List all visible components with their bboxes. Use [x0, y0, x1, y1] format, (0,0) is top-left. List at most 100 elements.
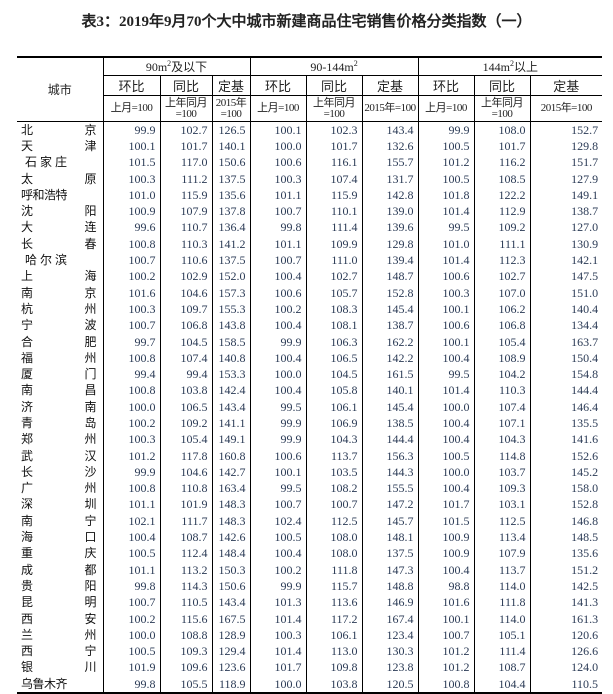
index-value: 103.7	[473, 464, 531, 481]
index-value: 145.4	[361, 301, 419, 318]
index-value: 105.8	[305, 382, 363, 400]
index-value: 100.0	[249, 138, 307, 155]
index-value: 108.7	[159, 529, 212, 546]
index-value: 108.0	[473, 121, 531, 139]
index-value: 115.9	[159, 187, 212, 204]
unit-header: 上月=100	[102, 95, 160, 122]
index-value: 100.1	[102, 138, 160, 155]
index-value: 100.8	[102, 236, 160, 253]
index-value: 143.4	[361, 121, 419, 139]
index-value: 112.5	[473, 513, 531, 530]
index-value: 105.4	[473, 333, 531, 351]
table-row: 南昌 100.8 103.8 142.4 100.4 105.8 140.1 101.4 110…	[17, 382, 603, 400]
index-value: 101.2	[417, 659, 475, 677]
index-value: 102.7	[305, 268, 363, 285]
table-row: 哈尔滨 100.7 110.6 137.5 100.7 111.0 139.4 101.4 11…	[17, 252, 603, 269]
index-value: 158.0	[529, 480, 603, 497]
index-value: 167.5	[211, 610, 251, 628]
table-row: 广州 100.8 110.8 163.4 99.5 108.2 155.5 100.4 109.…	[17, 480, 603, 497]
index-value: 108.8	[159, 627, 212, 644]
index-value: 147.5	[529, 268, 603, 285]
index-value: 100.5	[417, 170, 475, 188]
table-row: 海口 100.4 108.7 142.6 100.5 108.0 148.1 100.9 113…	[17, 529, 603, 546]
index-value: 100.7	[249, 252, 307, 269]
sub-header: 环比	[417, 75, 475, 96]
index-value: 160.8	[211, 447, 251, 465]
sub-header: 同比	[305, 75, 363, 96]
area-group-header: 90m2及以下	[102, 56, 251, 76]
sub-header: 同比	[473, 75, 531, 96]
city-name: 郑州	[21, 432, 97, 447]
index-value: 144.4	[529, 382, 603, 400]
index-value: 148.3	[211, 496, 251, 514]
city-name: 南宁	[21, 513, 97, 528]
sub-header: 定基	[529, 75, 603, 96]
index-value: 130.3	[361, 643, 419, 660]
table-row: 上海 100.2 102.9 152.0 100.4 102.7 148.7 100.6 102…	[17, 268, 603, 285]
index-value: 150.6	[211, 578, 251, 595]
table-row: 南京 101.6 104.6 157.3 100.6 105.7 152.8 100.3 107…	[17, 284, 603, 302]
index-value: 100.4	[417, 350, 475, 367]
index-value: 104.4	[473, 676, 531, 694]
city-name: 长春	[21, 236, 97, 251]
index-value: 101.4	[249, 643, 307, 660]
index-value: 147.2	[361, 496, 419, 514]
index-value: 142.5	[529, 578, 603, 595]
index-value: 118.9	[211, 676, 251, 694]
table-row: 呼和浩特 101.0 115.9 135.6 101.1 115.9 142.8 101.8 1…	[17, 187, 603, 204]
table-row: 福州 100.8 107.4 140.8 100.4 106.5 142.2 100.4 108…	[17, 350, 603, 367]
index-value: 106.9	[305, 415, 363, 432]
table-row: 银川 101.9 109.6 123.6 101.7 109.8 123.8 101.2 108…	[17, 659, 603, 677]
group-label-superscript: 2	[509, 59, 514, 68]
index-value: 106.1	[305, 399, 363, 416]
table-row: 沈阳 100.9 107.9 137.8 100.7 110.1 139.0 101.4 112…	[17, 203, 603, 220]
index-value: 100.0	[102, 399, 160, 416]
index-value: 106.5	[305, 350, 363, 367]
index-value: 100.2	[249, 301, 307, 318]
index-value: 113.6	[305, 594, 363, 611]
city-name: 杭州	[21, 301, 97, 316]
table-row: 北京 99.9 102.7 126.5 100.1 102.3 143.4 99.9 108.0…	[17, 121, 603, 139]
index-value: 105.4	[159, 431, 212, 448]
index-value: 105.5	[159, 676, 212, 694]
index-value: 145.4	[361, 399, 419, 416]
index-value: 104.6	[159, 464, 212, 481]
unit-header: 上月=100	[249, 95, 307, 122]
index-value: 143.8	[211, 317, 251, 334]
index-value: 108.3	[305, 301, 363, 318]
index-value: 107.4	[159, 350, 212, 367]
index-value: 152.8	[361, 284, 419, 302]
index-value: 100.2	[102, 268, 160, 285]
index-value: 100.5	[102, 545, 160, 563]
index-value: 110.6	[159, 252, 212, 269]
index-value: 100.7	[102, 317, 160, 334]
header-group-row: 城市 90m2及以下 90-144m2 144m2以上	[17, 56, 603, 122]
index-value: 99.9	[102, 464, 160, 481]
index-value: 131.7	[361, 170, 419, 188]
index-value: 100.2	[249, 562, 307, 579]
index-value: 106.1	[305, 627, 363, 644]
index-value: 130.9	[529, 236, 603, 253]
index-value: 100.4	[249, 350, 307, 367]
index-value: 101.4	[249, 610, 307, 628]
index-value: 153.3	[211, 366, 251, 383]
index-value: 132.6	[361, 138, 419, 155]
index-value: 104.3	[305, 431, 363, 448]
group-label-superscript: 2	[167, 59, 172, 68]
index-value: 108.9	[473, 350, 531, 367]
index-value: 100.3	[102, 170, 160, 188]
group-label-suffix: 及以下	[171, 60, 208, 74]
index-value: 104.3	[473, 431, 531, 448]
index-value: 126.5	[211, 121, 251, 139]
index-value: 146.4	[529, 399, 603, 416]
table-row: 长春 100.8 110.3 141.2 101.1 109.9 129.8 101.0 111…	[17, 236, 603, 253]
index-value: 103.8	[305, 676, 363, 694]
index-value: 101.7	[159, 138, 212, 155]
index-value: 100.9	[102, 203, 160, 220]
index-value: 113.4	[473, 529, 531, 546]
city-name: 北京	[21, 122, 97, 137]
city-name: 乌鲁木齐	[17, 676, 103, 694]
index-value: 100.6	[249, 284, 307, 302]
index-value: 99.7	[102, 333, 160, 351]
index-value: 109.8	[305, 659, 363, 677]
